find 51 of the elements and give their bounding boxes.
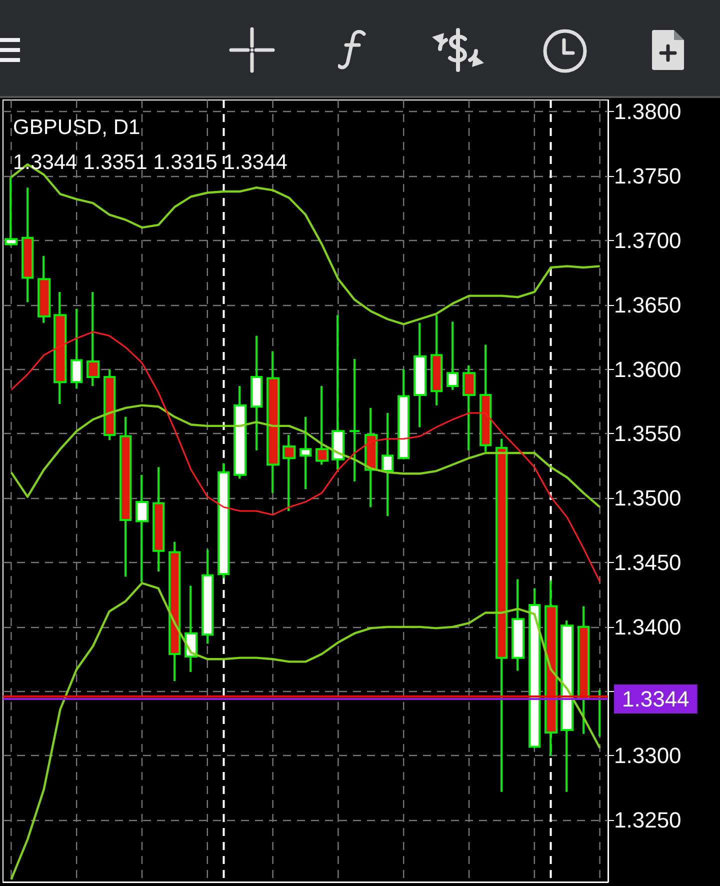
candlestick — [496, 438, 508, 793]
candlestick — [348, 358, 360, 482]
candlestick — [70, 308, 82, 390]
candlestick — [544, 580, 558, 757]
candlestick — [104, 368, 116, 442]
y-tick-label: 1.3600 — [614, 356, 682, 382]
candlestick — [250, 334, 262, 452]
candlestick — [398, 368, 410, 460]
text: GBPUSD, D1 — [13, 116, 140, 139]
candlestick — [414, 322, 426, 428]
y-tick-label: 1.3650 — [614, 292, 682, 318]
y-tick-label: 1.3800 — [614, 99, 682, 124]
candlestick — [184, 584, 198, 674]
candlestick — [54, 290, 66, 406]
candlestick — [300, 416, 312, 490]
candlestick — [560, 619, 574, 793]
candlestick — [202, 548, 214, 645]
candlestick — [136, 474, 148, 583]
candlestick — [364, 406, 378, 508]
y-tick-label: 1.3750 — [614, 164, 682, 189]
candlestick — [430, 314, 442, 406]
candlestick — [38, 254, 50, 324]
line-series — [10, 582, 601, 881]
candlestick — [22, 186, 34, 304]
candlestick — [462, 364, 476, 452]
candlestick — [120, 416, 132, 578]
text: 1.3344 1.3351 1.3315 1.3344 — [13, 151, 288, 174]
candlestick — [266, 350, 280, 494]
candlestick — [86, 290, 100, 388]
y-tick-label: 1.3450 — [614, 550, 682, 575]
ref-line-label: 1.3344 — [622, 686, 690, 712]
candlestick — [528, 587, 540, 750]
candlestick — [168, 540, 180, 682]
line-series — [10, 404, 601, 508]
y-tick-label: 1.3400 — [614, 614, 682, 640]
y-tick-label: 1.3550 — [614, 421, 682, 446]
y-tick-label: 1.3250 — [614, 808, 682, 833]
candlestick — [480, 344, 492, 453]
candlestick — [282, 434, 296, 512]
candlestick — [234, 385, 246, 480]
candlestick — [152, 466, 164, 573]
candlestick — [578, 605, 590, 735]
candlestick — [382, 412, 394, 518]
candlestick — [316, 385, 328, 466]
candlestick — [332, 314, 344, 471]
y-tick-label: 1.3300 — [614, 743, 682, 768]
candlestick — [512, 578, 524, 672]
y-tick-label: 1.3700 — [614, 228, 682, 253]
y-tick-label: 1.3500 — [614, 486, 682, 511]
line-series — [10, 331, 601, 583]
candlestick — [446, 320, 458, 391]
